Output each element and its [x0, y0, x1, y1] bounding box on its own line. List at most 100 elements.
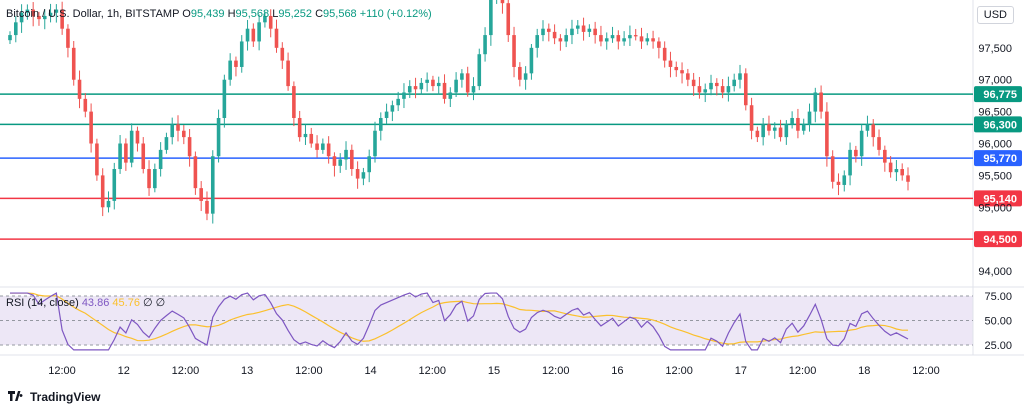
level-label-box [974, 86, 1022, 103]
candle-body [680, 70, 684, 74]
candle-body [726, 86, 731, 93]
candle-body [691, 79, 696, 87]
candle-body [153, 169, 157, 189]
candle-body [309, 133, 314, 144]
candle-body [512, 35, 516, 67]
candle-body [199, 188, 203, 201]
candle-body [767, 124, 771, 131]
candle-body [547, 28, 551, 32]
x-tick-label: 15 [488, 365, 500, 377]
candle-body [599, 35, 603, 42]
candle-body [610, 35, 615, 39]
currency-button[interactable]: USD [976, 6, 1014, 24]
candle-body [419, 82, 424, 90]
tradingview-icon [8, 391, 23, 401]
candle-body [471, 86, 476, 93]
y-tick-label: 97,500 [978, 43, 1012, 55]
candle-body [552, 31, 557, 39]
candle-body [378, 117, 383, 131]
candle-body [506, 3, 511, 36]
candle-body [158, 149, 163, 170]
candle-body [8, 35, 12, 41]
tradingview-logo[interactable]: TradingView [8, 390, 100, 404]
rsi-ma-value: 45.76 [112, 297, 140, 309]
x-tick-label: 12:00 [542, 365, 570, 377]
low-label: L [272, 8, 279, 20]
candle-body [315, 143, 319, 150]
open-label: O [182, 8, 191, 20]
rsi-tick-label: 25.00 [984, 340, 1012, 352]
level-label: 96,300 [983, 119, 1017, 131]
level-label: 94,500 [983, 234, 1017, 246]
candle-body [297, 117, 302, 138]
candle-body [674, 66, 679, 71]
candle-body [396, 98, 400, 106]
candle-body [361, 172, 366, 179]
candle-body [518, 66, 522, 80]
candle-body [71, 47, 76, 80]
chart-header: Bitcoin / U.S. Dollar, 1h, BITSTAMP O95,… [6, 8, 432, 20]
candle-body [367, 156, 371, 173]
candle-body [477, 54, 482, 87]
candle-body [89, 111, 93, 144]
candle-body [350, 149, 354, 170]
candles [8, 0, 910, 224]
time-axis: 12:00 12 12:00 13 12:00 14 12:00 15 12:00 16 12:00… [48, 365, 940, 377]
candle-body [593, 28, 597, 36]
candle-body [489, 0, 493, 36]
candle-body [709, 82, 713, 90]
candle-body [338, 159, 343, 166]
candle-body [622, 38, 626, 42]
candle-body [48, 12, 53, 16]
candle-body [668, 60, 673, 67]
candle-body [436, 82, 441, 87]
candle-body [106, 200, 111, 208]
candle-body [871, 124, 876, 138]
candle-body [738, 73, 742, 80]
candle-body [141, 143, 146, 170]
candle-body [755, 130, 760, 138]
candle-body [263, 15, 267, 23]
candle-body [83, 98, 88, 112]
close-value: 95,568 [323, 8, 357, 20]
candle-body [784, 124, 789, 138]
level-label-box [974, 150, 1022, 167]
candle-body [587, 28, 592, 32]
candle-body [854, 149, 858, 157]
close-label: C [315, 8, 324, 20]
x-tick-label: 18 [858, 365, 870, 377]
candle-body [407, 86, 412, 93]
candle-body [633, 35, 638, 37]
candle-body [836, 181, 841, 185]
rsi-label: RSI (14, close) [6, 297, 79, 309]
candle-body [205, 200, 209, 214]
candle-body [216, 117, 221, 157]
candle-body [743, 73, 748, 106]
x-tick-label: 17 [735, 365, 747, 377]
candle-body [842, 175, 847, 185]
candle-body [280, 47, 285, 61]
y-tick-label: 94,000 [978, 266, 1012, 278]
candle-body [529, 47, 534, 74]
candle-body [60, 9, 64, 29]
level-label: 96,775 [983, 89, 1017, 101]
y-tick-label: 95,500 [978, 170, 1012, 182]
x-tick-label: 16 [611, 365, 623, 377]
high-label: H [227, 8, 236, 20]
candle-body [570, 28, 574, 36]
candle-body [413, 86, 418, 90]
candle-body [355, 169, 360, 179]
rsi-header: RSI (14, close) 43.86 45.76 ∅ ∅ [6, 296, 165, 309]
brand-label: TradingView [30, 390, 101, 404]
candle-body [442, 82, 447, 99]
rsi-extra-2: ∅ [155, 297, 166, 309]
x-tick-label: 12:00 [172, 365, 200, 377]
y-tick-label: 95,000 [978, 202, 1012, 214]
candle-body [581, 25, 586, 32]
rsi-ma-line [10, 292, 909, 345]
candle-body [286, 60, 290, 87]
candle-body [42, 15, 47, 20]
x-tick-label: 14 [364, 365, 376, 377]
candle-body [639, 36, 644, 42]
